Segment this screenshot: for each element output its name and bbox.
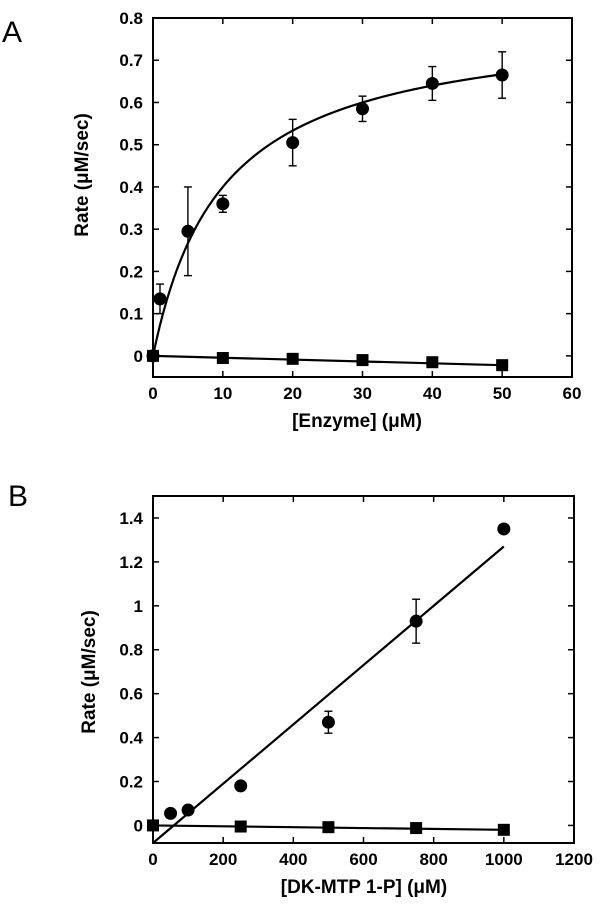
panel-a-series-circles-point — [286, 136, 300, 150]
panel-a-y-tick-label: 0.5 — [119, 136, 143, 155]
panel-b-series-squares-point — [147, 819, 159, 832]
panel-a-x-axis-title: [Enzyme] (μM) — [292, 411, 422, 432]
panel-a-chart: A [Enzyme] (μM) Rate (μM/sec) 0 10 20 30 40 5… — [2, 9, 581, 432]
panel-b-x-tick-label: 400 — [279, 850, 307, 869]
panel-b-y-tick-label: 0.4 — [119, 729, 143, 748]
panel-b-series-circles-point — [164, 806, 178, 820]
panel-b-x-tick-label: 200 — [209, 850, 237, 869]
panel-b-y-axis-title: Rate (μM/sec) — [79, 610, 100, 734]
panel-b-y-tick-label: 1 — [134, 597, 143, 616]
panel-a-y-tick-label: 0.1 — [119, 305, 143, 324]
panel-b-series-squares-point — [322, 821, 335, 834]
panel-a-x-tick-label: 60 — [563, 384, 582, 403]
panel-a-series-circles-fit-line — [151, 73, 503, 357]
panel-a-series-squares-fit-line — [152, 354, 503, 367]
panel-b-x-tick-label: 800 — [419, 850, 447, 869]
panel-b-chart: B [DK-MTP 1-P] (μM) Rate (μM/sec) 0 200 40… — [8, 480, 593, 898]
panel-a-series-circles-point — [495, 68, 509, 82]
panel-b-x-tick-label: 1200 — [555, 850, 593, 869]
panel-a-y-tick-label: 0.3 — [119, 220, 143, 239]
panel-a-series-squares-point — [426, 356, 439, 369]
panel-b-series-circles-point — [409, 614, 423, 628]
panel-a-x-tick-label: 20 — [283, 384, 302, 403]
panel-a-x-tick-label: 30 — [353, 384, 372, 403]
panel-b-series-squares-point — [497, 823, 510, 836]
panel-b-y-tick-label: 1.2 — [119, 553, 143, 572]
panel-a-y-tick-label: 0 — [134, 347, 143, 366]
panel-b-x-axis-title: [DK-MTP 1-P] (μM) — [281, 877, 447, 898]
panel-b-x-tick-label: 1000 — [485, 850, 523, 869]
panel-b-series-circles-point — [321, 715, 335, 729]
panel-a-x-tick-label: 10 — [213, 384, 232, 403]
panel-a-series-squares-point — [216, 351, 229, 364]
panel-a-y-tick-label: 0.4 — [119, 178, 143, 197]
panel-b-y-tick-label: 0 — [134, 816, 143, 835]
panel-b-y-tick-label: 0.8 — [119, 641, 143, 660]
panel-a-x-tick-label: 50 — [493, 384, 512, 403]
panel-a-series-circles-point — [356, 102, 369, 116]
panel-a-y-tick-label: 0.2 — [119, 262, 143, 281]
panel-a-y-tick-label: 0.6 — [119, 93, 143, 112]
panel-a-y-tick-label: 0.7 — [119, 51, 143, 70]
panel-b-series-circles-point — [181, 803, 195, 817]
panel-a-x-tick-label: 0 — [148, 384, 157, 403]
panel-a-series-squares-point — [356, 354, 369, 367]
panel-a-series-circles-point — [153, 292, 167, 306]
panel-a-series-squares-point — [286, 352, 299, 365]
panel-a-series-circles-point — [216, 197, 230, 211]
panel-b-y-tick-label: 0.2 — [119, 773, 143, 792]
panel-a-x-tick-label: 40 — [423, 384, 442, 403]
panel-b-x-tick-label: 0 — [148, 850, 157, 869]
panel-a-letter: A — [2, 16, 22, 49]
panel-b-letter: B — [8, 480, 28, 513]
panel-b-series-circles-point — [234, 779, 248, 793]
panel-b-y-tick-label: 0.6 — [119, 685, 143, 704]
panel-a-series-squares-point — [147, 349, 159, 362]
panel-b-series-squares-point — [410, 822, 423, 835]
panel-b-series-circles-fit-line — [152, 545, 505, 844]
panel-a-series-squares-point — [496, 359, 509, 372]
panel-a-series-circles-point — [425, 76, 439, 90]
panel-a-y-tick-label: 0.8 — [119, 9, 143, 28]
panel-b-y-tick-label: 1.4 — [119, 509, 143, 528]
panel-b-series-circles-point — [497, 522, 511, 536]
panel-a-y-axis-title: Rate (μM/sec) — [72, 113, 93, 237]
panel-b-series-squares-point — [234, 820, 247, 833]
panel-a-series-circles-point — [181, 224, 195, 238]
panel-b-x-tick-label: 600 — [349, 850, 377, 869]
